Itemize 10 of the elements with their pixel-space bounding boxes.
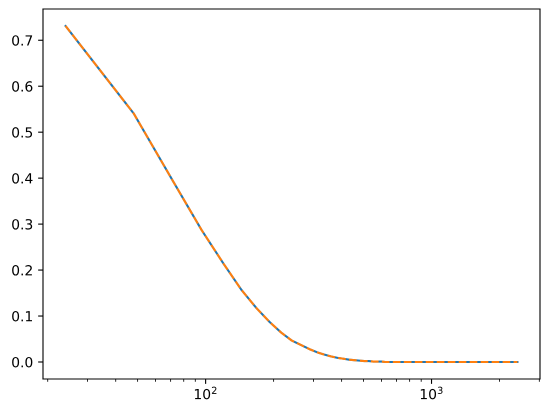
y-tick-label: 0.6 xyxy=(12,81,32,92)
x-tick-label: 10$^{2}$ xyxy=(194,386,216,400)
y-tick-label: 0.3 xyxy=(12,219,32,230)
y-tick-label: 0.1 xyxy=(12,311,32,322)
y-tick-label: 0.5 xyxy=(12,127,32,138)
y-tick-label: 0.4 xyxy=(12,173,32,184)
y-tick-label: 0.2 xyxy=(12,265,32,276)
y-tick-label: 0.0 xyxy=(12,356,32,368)
x-tick-label: 10$^{3}$ xyxy=(420,386,443,400)
y-tick-label: 0.7 xyxy=(12,35,32,46)
